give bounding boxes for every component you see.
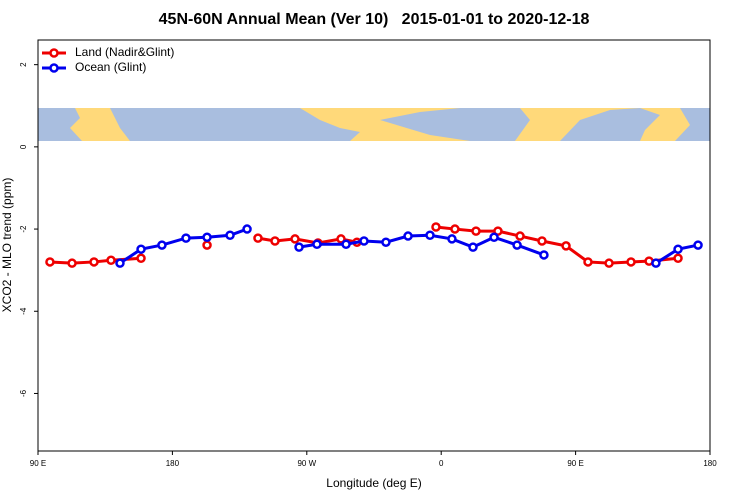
point bbox=[537, 236, 547, 246]
point bbox=[312, 239, 322, 250]
x-tick-label: 90 E bbox=[30, 459, 46, 468]
legend-label: Ocean (Glint) bbox=[75, 60, 146, 74]
x-axis-label: Longitude (deg E) bbox=[326, 476, 421, 490]
legend-label: Land (Nadir&Glint) bbox=[75, 45, 174, 59]
point bbox=[447, 234, 457, 244]
point bbox=[673, 253, 683, 263]
point bbox=[512, 240, 522, 250]
point bbox=[202, 232, 212, 243]
point bbox=[136, 253, 146, 263]
point bbox=[489, 232, 499, 243]
y-tick-label: -2 bbox=[19, 225, 28, 233]
point bbox=[626, 257, 636, 267]
point bbox=[403, 231, 413, 241]
point bbox=[431, 222, 441, 232]
point bbox=[67, 258, 77, 268]
map-band bbox=[38, 108, 710, 141]
point bbox=[604, 258, 614, 268]
point bbox=[202, 240, 212, 250]
point bbox=[359, 236, 369, 246]
x-tick-label: 90 W bbox=[297, 459, 316, 468]
point bbox=[539, 250, 549, 260]
point bbox=[106, 255, 116, 266]
point bbox=[136, 244, 146, 254]
point bbox=[468, 242, 478, 252]
x-tick-label: 180 bbox=[166, 459, 180, 468]
point bbox=[157, 240, 167, 250]
point bbox=[471, 226, 481, 236]
point bbox=[515, 231, 525, 241]
point bbox=[270, 236, 280, 246]
point bbox=[336, 234, 346, 244]
legend-marker bbox=[49, 48, 59, 58]
point bbox=[45, 257, 55, 267]
point bbox=[693, 240, 703, 250]
x-tick-label: 90 E bbox=[567, 459, 583, 468]
point bbox=[225, 230, 235, 240]
point bbox=[561, 241, 571, 251]
map-ocean bbox=[675, 108, 710, 141]
y-tick-label: -6 bbox=[19, 389, 28, 397]
point bbox=[583, 257, 593, 267]
point bbox=[115, 258, 125, 268]
point bbox=[89, 257, 99, 267]
y-tick-label: -4 bbox=[19, 307, 28, 315]
map-ocean bbox=[380, 108, 530, 141]
y-tick-label: 2 bbox=[19, 62, 28, 67]
y-axis-label: XCO2 - MLO trend (ppm) bbox=[0, 178, 14, 313]
plot-frame bbox=[37, 39, 711, 452]
legend-marker bbox=[49, 63, 59, 73]
x-tick-label: 0 bbox=[439, 459, 444, 468]
point bbox=[294, 242, 304, 252]
point bbox=[253, 233, 263, 243]
map-ocean bbox=[38, 108, 82, 141]
x-tick-label: 180 bbox=[703, 459, 717, 468]
point bbox=[381, 237, 391, 247]
point bbox=[181, 233, 191, 243]
y-tick-label: 0 bbox=[19, 144, 28, 149]
point bbox=[242, 224, 252, 234]
map-ocean bbox=[110, 108, 360, 141]
point bbox=[673, 244, 683, 254]
chart-title: 45N-60N Annual Mean (Ver 10) 2015-01-01 … bbox=[159, 11, 590, 28]
point bbox=[341, 239, 351, 250]
point bbox=[651, 258, 661, 268]
point bbox=[450, 224, 460, 234]
point bbox=[425, 230, 435, 240]
point bbox=[290, 234, 300, 244]
map-ocean bbox=[560, 108, 660, 141]
